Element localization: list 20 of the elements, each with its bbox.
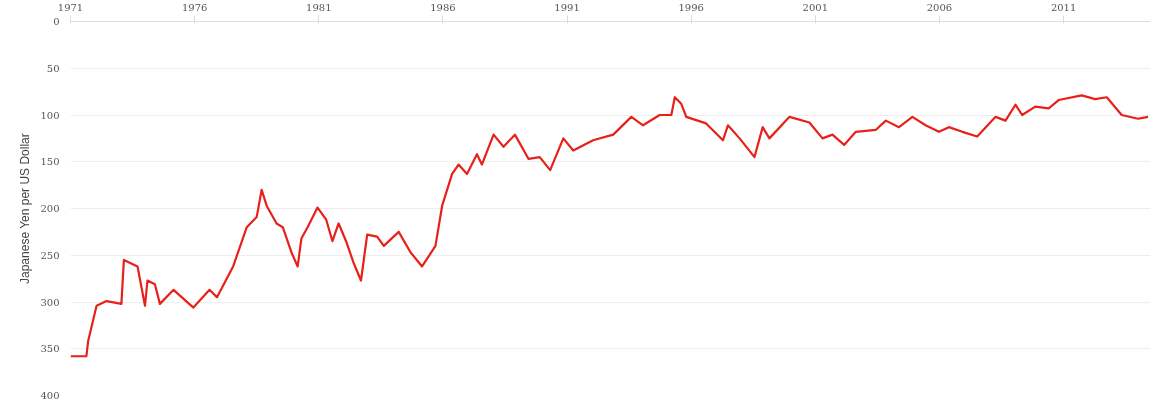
line-series xyxy=(70,94,1150,358)
y-tick-label: 300 xyxy=(40,296,60,308)
y-tick-label: 350 xyxy=(40,343,60,355)
y-tick-label: 50 xyxy=(46,62,60,74)
y-tick-label: 100 xyxy=(40,109,60,121)
x-tick-label: 1971 xyxy=(57,1,84,13)
y-tick-label: 200 xyxy=(40,203,60,214)
y-tick-label: 150 xyxy=(40,156,60,168)
y-axis-title: Japanese Yen per US Dollar xyxy=(18,133,33,284)
y-tick-label: 250 xyxy=(40,249,60,261)
y-tick-label: 0 xyxy=(53,16,60,27)
x-tick-label: 1991 xyxy=(554,1,580,13)
x-tick-label: 1981 xyxy=(306,1,332,13)
y-tick-label: 400 xyxy=(40,390,60,401)
x-tick-label: 1996 xyxy=(678,1,704,13)
x-tick-label: 1986 xyxy=(430,1,456,13)
x-tick-label: 2001 xyxy=(802,1,829,13)
x-tick-label: 2006 xyxy=(926,1,953,13)
x-tick-label: 1976 xyxy=(181,1,208,13)
x-tick-label: 2011 xyxy=(1050,1,1077,13)
